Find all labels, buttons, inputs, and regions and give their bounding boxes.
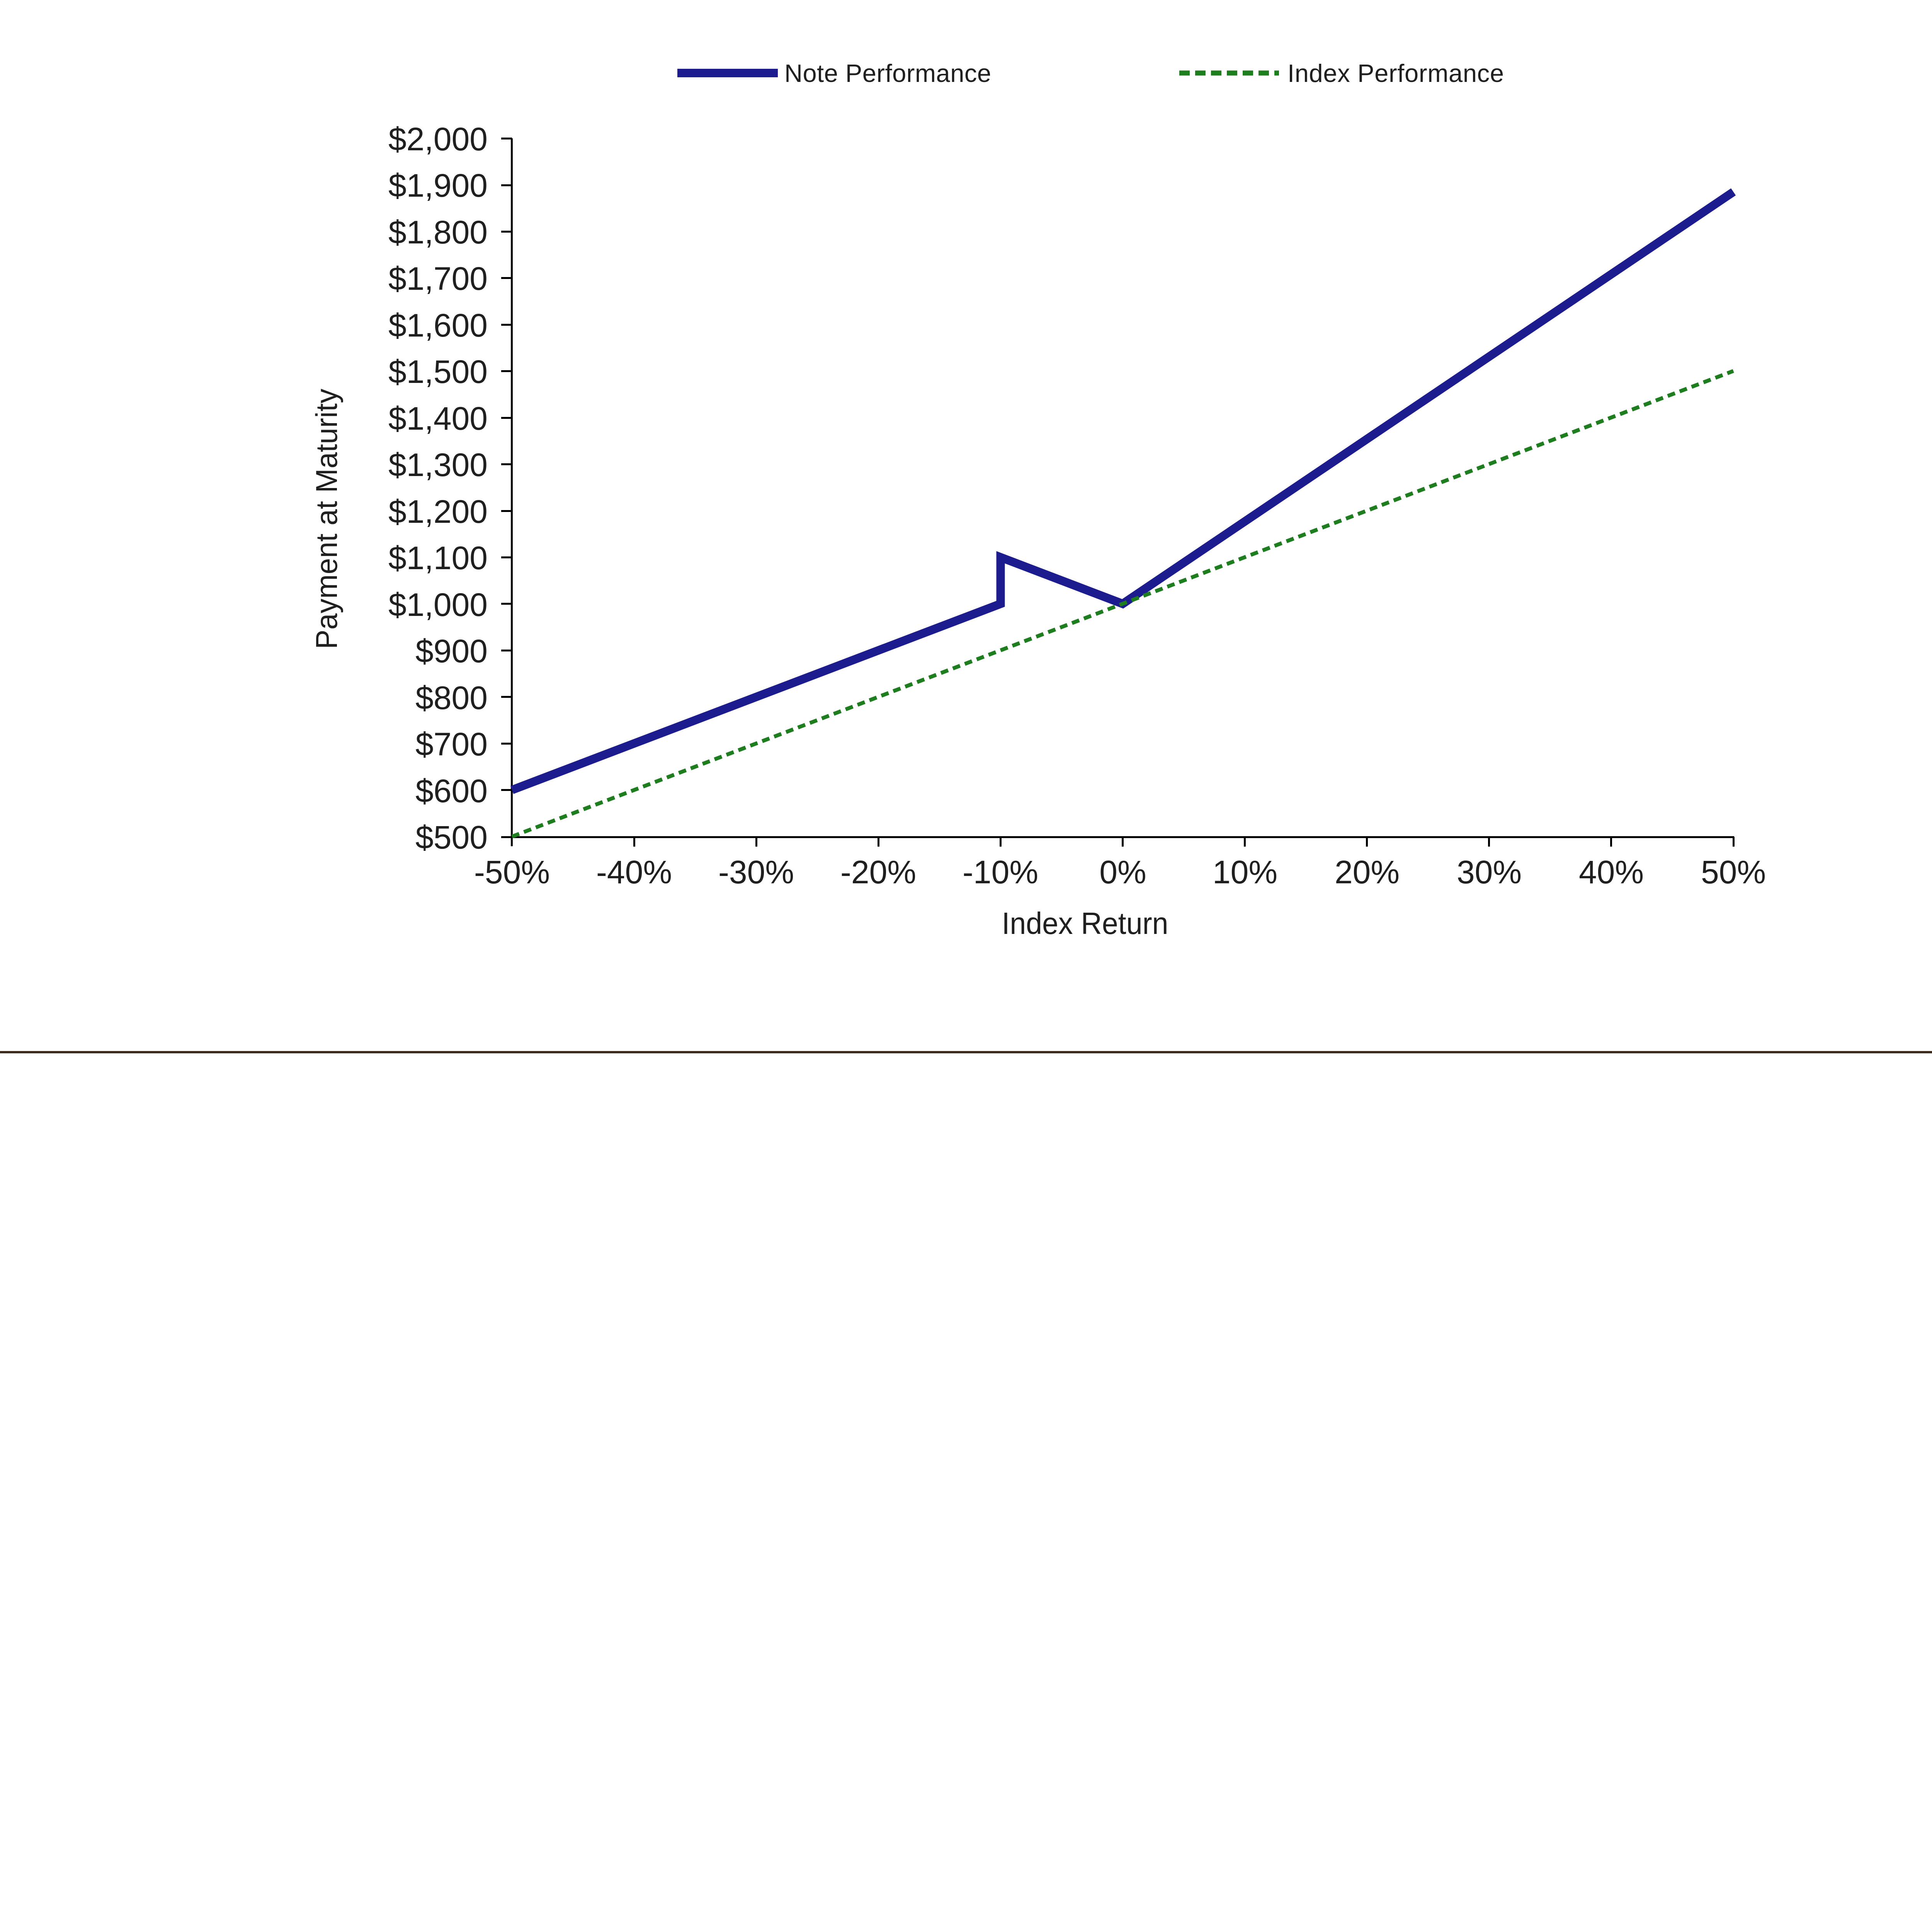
svg-text:20%: 20% [1335, 854, 1400, 890]
svg-text:$2,000: $2,000 [388, 121, 488, 157]
svg-text:$800: $800 [415, 680, 488, 716]
svg-text:30%: 30% [1457, 854, 1522, 890]
svg-text:$700: $700 [415, 726, 488, 762]
svg-text:$1,200: $1,200 [388, 493, 488, 530]
svg-text:$1,400: $1,400 [388, 400, 488, 437]
svg-text:$1,300: $1,300 [388, 447, 488, 483]
svg-text:-40%: -40% [596, 854, 672, 890]
svg-text:$1,800: $1,800 [388, 214, 488, 250]
svg-text:Payment at Maturity: Payment at Maturity [310, 389, 344, 649]
svg-text:$1,900: $1,900 [388, 167, 488, 204]
svg-text:Index Performance: Index Performance [1287, 59, 1504, 87]
svg-text:40%: 40% [1579, 854, 1644, 890]
svg-text:$600: $600 [415, 773, 488, 809]
svg-text:10%: 10% [1213, 854, 1277, 890]
svg-text:$900: $900 [415, 633, 488, 669]
svg-text:$1,000: $1,000 [388, 587, 488, 623]
svg-text:50%: 50% [1701, 854, 1766, 890]
svg-text:$1,700: $1,700 [388, 260, 488, 297]
svg-text:-50%: -50% [474, 854, 550, 890]
svg-text:-10%: -10% [963, 854, 1038, 890]
svg-text:0%: 0% [1099, 854, 1146, 890]
svg-text:$1,100: $1,100 [388, 540, 488, 576]
svg-text:$500: $500 [415, 819, 488, 855]
svg-text:$1,500: $1,500 [388, 354, 488, 390]
svg-text:-30%: -30% [718, 854, 794, 890]
svg-text:$1,600: $1,600 [388, 307, 488, 344]
svg-text:Index Return: Index Return [1002, 906, 1168, 940]
svg-text:-20%: -20% [840, 854, 916, 890]
svg-text:Note Performance: Note Performance [784, 59, 991, 87]
